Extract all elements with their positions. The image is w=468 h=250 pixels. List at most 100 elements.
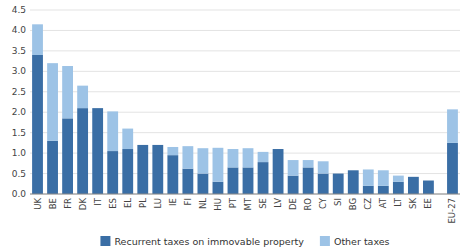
bar-segment [137,145,148,194]
x-tick-label: FI [183,198,193,205]
bar-segment [408,176,419,177]
x-axis: UKBEFRDKITESELPLLUIEFINLHUPTMTSELVDEROCY… [33,197,458,223]
y-axis: 0.0 0.5 1.0 1.5 2.0 2.5 3.0 3.5 4.0 4.5 [12,5,27,199]
bar-segment [152,145,163,194]
bar-segment [122,129,133,149]
bar-segment [333,173,344,174]
x-tick-label: SE [258,198,268,209]
bar-segment [423,181,434,194]
bars [32,24,458,194]
bar-segment [288,176,299,194]
bar-segment [288,160,299,176]
grid-line [30,10,460,11]
y-tick-label: 2.5 [12,87,26,97]
bar-segment [363,186,374,194]
bar-segment [47,141,58,194]
x-tick-label: MT [243,197,253,210]
legend: Recurrent taxes on immovable propertyOth… [100,236,389,247]
bar-segment [92,108,103,109]
y-tick-label: 2.0 [12,107,27,117]
bar-segment [447,109,458,143]
x-tick-label: BG [348,198,358,210]
grid-line [30,91,460,92]
bar-segment [213,148,224,182]
bar-segment [423,180,434,181]
bar-segment [243,167,254,194]
x-axis-line [30,194,460,195]
x-tick-label: FR [63,198,73,209]
y-tick-label: 3.0 [12,66,27,76]
bar-segment [122,149,133,194]
bar-segment [152,144,163,145]
y-tick-label: 4.0 [12,25,27,35]
grid-line [30,71,460,72]
bar-segment [243,148,254,167]
bar-segment [273,149,284,150]
x-tick-label: NL [198,198,208,209]
bar-segment [447,143,458,194]
bar-segment [32,55,43,194]
x-tick-label: EU-27 [447,198,457,223]
bar-segment [273,149,284,194]
bar-segment [333,174,344,194]
bar-segment [62,118,73,194]
y-tick-label: 0.0 [12,189,27,199]
x-tick-label: LU [153,198,163,209]
chart: 0.00.51.01.52.02.53.03.54.04.5UKBEFRDKIT… [0,0,468,250]
bar-segment [197,148,208,173]
bar-segment [92,108,103,194]
bar-segment [228,149,239,167]
bar-segment [228,167,239,194]
bar-segment [182,146,193,168]
legend-label: Recurrent taxes on immovable property [114,236,304,247]
grid-line [30,50,460,51]
legend-swatch [320,236,330,246]
bar-segment [32,24,43,55]
x-tick-label: DE [288,198,298,210]
x-tick-label: AT [378,197,388,208]
x-tick-label: CZ [363,198,373,210]
bar-segment [77,86,88,108]
bar-segment [167,155,178,194]
bar-segment [213,182,224,194]
bar-segment [348,170,359,171]
legend-swatch [100,236,110,246]
bar-segment [167,147,178,155]
y-tick-label: 4.5 [12,5,26,15]
x-tick-label: ES [108,198,118,209]
y-tick-label: 3.5 [12,46,26,56]
x-tick-label: PT [228,197,238,208]
x-tick-label: CY [318,197,328,209]
grid-line [30,194,460,195]
bar-segment [107,151,118,194]
bar-segment [258,162,269,194]
bar-segment [47,63,58,141]
bar-segment [378,170,389,186]
x-tick-label: BE [48,198,58,209]
bar-segment [303,160,314,167]
x-tick-label: SK [408,198,418,209]
x-tick-label: UK [33,198,43,210]
x-tick-label: SI [333,198,343,206]
y-tick-label: 1.0 [12,148,27,158]
bar-segment [303,167,314,194]
bar-segment [137,144,148,145]
bar-segment [378,186,389,194]
bar-segment [197,174,208,194]
x-tick-label: LT [393,197,403,207]
x-tick-label: EE [423,198,433,209]
grid [30,10,460,194]
x-tick-label: PL [138,198,148,208]
y-tick-label: 0.5 [12,169,26,179]
bar-segment [363,169,374,185]
bar-segment [107,111,118,151]
grid-line [30,30,460,31]
y-tick-label: 1.5 [12,128,26,138]
bar-segment [393,176,404,182]
x-tick-label: HU [213,198,223,211]
x-tick-label: LV [273,198,283,208]
x-tick-label: IT [93,197,103,206]
bar-segment [348,170,359,194]
bar-segment [318,161,329,173]
bar-segment [258,152,269,162]
